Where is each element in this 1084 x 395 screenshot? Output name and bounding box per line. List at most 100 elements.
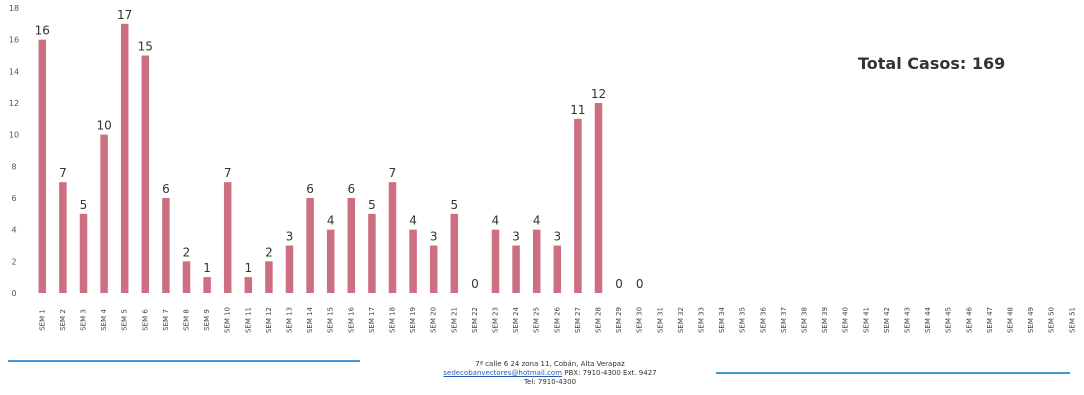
- x-tick-label: SEM 13: [286, 307, 294, 333]
- bar: [532, 229, 541, 293]
- total-cases-label: Total Casos: 169: [858, 54, 1006, 73]
- bar: [38, 39, 47, 293]
- y-tick-label: 10: [9, 131, 19, 140]
- data-label: 4: [492, 214, 500, 228]
- x-tick-label: SEM 9: [203, 309, 211, 331]
- bar: [203, 277, 211, 293]
- bar: [100, 134, 108, 293]
- bar: [162, 198, 170, 293]
- x-tick-label: SEM 33: [698, 307, 706, 333]
- footer-pbx: PBX: 7910-4300 Ext. 9427: [562, 369, 657, 377]
- x-tick-label: SEM 49: [1027, 307, 1035, 333]
- x-tick-label: SEM 42: [883, 307, 891, 333]
- data-label: 6: [162, 182, 170, 196]
- x-tick-label: SEM 38: [801, 307, 809, 333]
- x-tick-label: SEM 40: [842, 307, 850, 333]
- bar: [120, 23, 129, 293]
- footer-email-line: sedecobanvectores@hotmail.com PBX: 7910-…: [380, 369, 720, 378]
- x-tick-label: SEM 44: [924, 306, 932, 333]
- x-tick-label: SEM 12: [265, 307, 273, 333]
- x-tick-label: SEM 41: [862, 307, 870, 333]
- x-tick-label: SEM 20: [430, 307, 438, 333]
- bar: [326, 229, 335, 293]
- bar: [347, 198, 356, 293]
- x-tick-label: SEM 23: [492, 307, 500, 333]
- y-tick-label: 12: [9, 99, 19, 108]
- bar: [306, 198, 314, 293]
- x-tick-label: SEM 2: [59, 309, 67, 331]
- data-label: 6: [306, 182, 314, 196]
- data-label: 17: [117, 8, 132, 22]
- y-tick-label: 0: [11, 289, 16, 298]
- data-label: 5: [80, 198, 88, 212]
- x-tick-label: SEM 43: [904, 307, 912, 333]
- data-label: 6: [347, 182, 355, 196]
- x-tick-label: SEM 21: [450, 307, 458, 333]
- bar: [285, 245, 294, 293]
- data-label: 4: [533, 214, 541, 228]
- x-tick-label: SEM 26: [553, 306, 561, 333]
- bar: [553, 245, 562, 293]
- data-label: 2: [265, 245, 273, 259]
- x-tick-label: SEM 5: [121, 309, 129, 331]
- footer-tel: Tel: 7910-4300: [523, 378, 577, 386]
- data-label: 0: [615, 277, 623, 291]
- x-tick-label: SEM 11: [244, 307, 252, 333]
- x-tick-label: SEM 6: [141, 309, 149, 331]
- bar: [388, 182, 397, 293]
- y-tick-label: 14: [9, 67, 19, 76]
- data-label: 7: [224, 166, 232, 180]
- bar: [265, 261, 273, 293]
- x-tick-label: SEM 4: [100, 309, 108, 331]
- x-tick-label: SEM 28: [595, 307, 603, 333]
- data-label: 4: [409, 214, 417, 228]
- bar: [223, 182, 232, 293]
- bar: [512, 245, 520, 293]
- footer-email-link[interactable]: sedecobanvectores@hotmail.com: [443, 369, 563, 377]
- data-label: 3: [553, 230, 561, 244]
- bar: [368, 213, 376, 293]
- data-label: 15: [138, 40, 153, 54]
- bar: [409, 229, 417, 293]
- x-tick-label: SEM 19: [409, 307, 417, 333]
- x-tick-label: SEM 47: [986, 307, 994, 333]
- data-label: 1: [244, 261, 252, 275]
- bar: [574, 118, 582, 293]
- x-tick-label: SEM 17: [368, 307, 376, 333]
- data-label: 3: [286, 230, 294, 244]
- bar: [141, 55, 150, 293]
- x-tick-label: SEM 36: [759, 306, 767, 333]
- bar: [491, 229, 500, 293]
- y-tick-label: 8: [11, 162, 16, 171]
- y-tick-label: 6: [11, 194, 16, 203]
- x-tick-label: SEM 39: [821, 307, 829, 333]
- data-label: 4: [327, 214, 335, 228]
- footer-address: 7ª calle 6 24 zona 11, Cobán, Alta Verap…: [475, 360, 625, 368]
- bar: [59, 182, 67, 293]
- data-label: 5: [450, 198, 458, 212]
- y-tick-label: 2: [11, 257, 16, 266]
- x-tick-label: SEM 10: [224, 307, 232, 333]
- data-label: 12: [591, 87, 606, 101]
- x-tick-label: SEM 37: [780, 307, 788, 333]
- bar: [429, 245, 438, 293]
- data-label: 5: [368, 198, 376, 212]
- y-tick-label: 4: [11, 226, 16, 235]
- x-tick-label: SEM 1: [38, 309, 46, 331]
- x-tick-label: SEM 14: [306, 306, 314, 333]
- x-tick-label: SEM 25: [533, 307, 541, 333]
- x-tick-label: SEM 51: [1068, 307, 1076, 333]
- x-tick-label: SEM 50: [1048, 307, 1056, 333]
- x-tick-label: SEM 18: [389, 307, 397, 333]
- x-tick-label: SEM 35: [739, 307, 747, 333]
- x-tick-label: SEM 24: [512, 306, 520, 333]
- x-tick-label: SEM 15: [327, 307, 335, 333]
- bar: [79, 213, 88, 293]
- y-tick-label: 18: [9, 4, 19, 13]
- x-tick-label: SEM 48: [1007, 307, 1015, 333]
- footer-divider-right: [716, 372, 1070, 374]
- data-label: 1: [203, 261, 211, 275]
- data-label: 7: [389, 166, 397, 180]
- x-tick-label: SEM 3: [80, 309, 88, 331]
